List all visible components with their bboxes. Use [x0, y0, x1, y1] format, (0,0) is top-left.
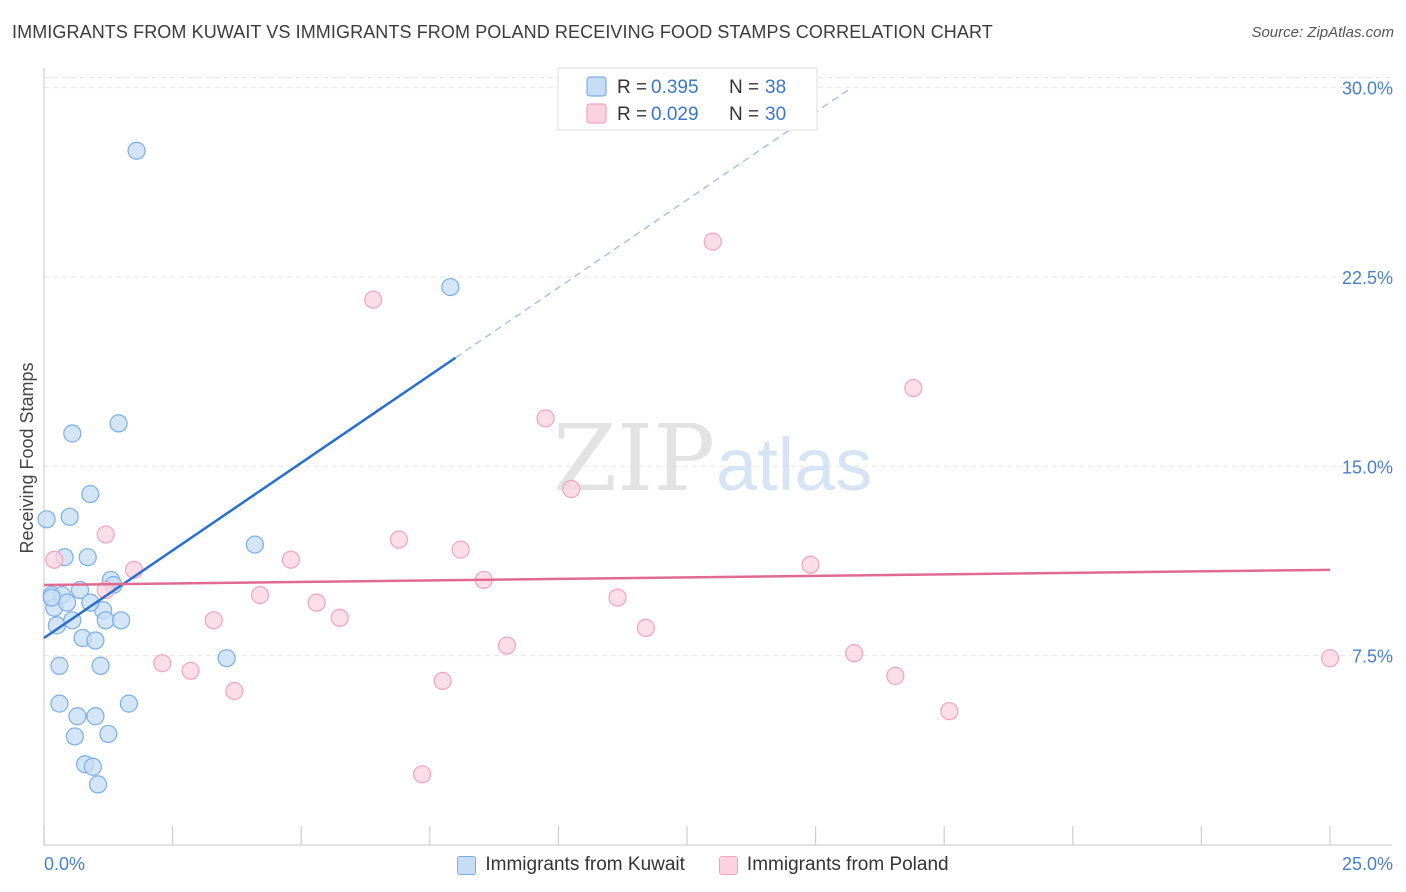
poland-point [845, 644, 864, 663]
x-min-label: 0.0% [44, 854, 85, 874]
legend-n-label: N = [729, 104, 759, 125]
poland-point [412, 765, 432, 784]
y-axis-label: Receiving Food Stamps [17, 362, 37, 553]
kuwait-point [99, 724, 118, 744]
poland-point [433, 671, 452, 691]
kuwait-point [119, 694, 138, 713]
kuwait-point [88, 775, 108, 794]
kuwait-point [58, 593, 77, 612]
kuwait-point [60, 507, 79, 526]
poland-point [904, 378, 923, 398]
trend-lines [43, 87, 1331, 640]
y-tick-label: 30.0% [1342, 79, 1393, 99]
poland-point [181, 661, 200, 680]
y-tick-label: 7.5% [1352, 647, 1393, 667]
kuwait-point [109, 414, 128, 433]
axes [43, 68, 1392, 846]
poland-point [562, 479, 581, 499]
legend-n-poland: 30 [765, 104, 786, 125]
poland-point [364, 290, 383, 309]
y-tick-label: 22.5% [1342, 268, 1393, 288]
legend-label-poland: Immigrants from Poland [746, 854, 949, 875]
chart-source: Source: ZipAtlas.com [1251, 24, 1394, 41]
kuwait-trend-extension [455, 87, 852, 359]
poland-point [281, 550, 301, 569]
legend-swatch-kuwait [586, 76, 607, 97]
poland-trend-line [43, 568, 1331, 587]
kuwait-point [217, 649, 236, 668]
poland-point [636, 618, 655, 637]
legend-label-kuwait: Immigrants from Kuwait [485, 854, 685, 875]
kuwait-point [63, 424, 82, 443]
kuwait-point [86, 631, 105, 650]
poland-point [96, 525, 115, 544]
poland-point [389, 530, 409, 549]
poland-point [1320, 649, 1340, 668]
kuwait-point [81, 593, 100, 612]
poland-point [801, 555, 820, 574]
poland-point [204, 611, 223, 630]
series-legend: Immigrants from Kuwait Immigrants from P… [0, 850, 1406, 880]
kuwait-point [441, 277, 460, 297]
kuwait-point [78, 548, 97, 567]
kuwait-point [68, 707, 87, 726]
poland-point [886, 666, 905, 685]
kuwait-point [50, 694, 69, 713]
kuwait-point [127, 141, 146, 160]
kuwait-point [65, 727, 84, 746]
poland-point [307, 593, 326, 612]
chart-title: IMMIGRANTS FROM KUWAIT VS IMMIGRANTS FRO… [12, 22, 993, 42]
legend-r-label: R = [617, 77, 647, 98]
poland-point [497, 636, 517, 655]
poland-point [153, 654, 172, 673]
poland-point [608, 588, 627, 607]
kuwait-point [96, 611, 115, 630]
y-tick-labels: 7.5% 15.0% 22.5% 30.0% [1342, 79, 1393, 667]
poland-point [45, 550, 64, 569]
poland-point [225, 681, 244, 701]
kuwait-trend-line [43, 356, 457, 640]
poland-point [536, 409, 555, 428]
legend-r-poland: 0.029 [651, 104, 699, 125]
legend-swatch-poland [718, 855, 738, 875]
legend-swatch-poland [586, 103, 607, 124]
poland-point [250, 585, 270, 605]
watermark-zip: ZIP [553, 405, 715, 512]
legend-n-label: N = [729, 77, 759, 98]
grid-lines [44, 77, 1392, 657]
x-max-label: 25.0% [1342, 854, 1393, 874]
legend-n-kuwait: 38 [765, 77, 786, 98]
watermark-atlas: atlas [716, 423, 872, 506]
y-tick-label: 15.0% [1342, 457, 1393, 477]
legend-r-label: R = [617, 104, 647, 125]
kuwait-point [37, 510, 56, 529]
kuwait-point [50, 656, 69, 675]
legend-item-poland[interactable]: Immigrants from Poland [718, 854, 949, 876]
poland-point [451, 540, 470, 559]
legend-item-kuwait[interactable]: Immigrants from Kuwait [457, 854, 685, 876]
legend-swatch-kuwait [457, 855, 477, 875]
kuwait-point [91, 656, 110, 675]
stats-legend: R = 0.395 N = 38 R = 0.029 N = 30 [557, 67, 818, 131]
legend-r-kuwait: 0.395 [651, 77, 699, 98]
kuwait-point [112, 611, 131, 630]
x-ticks [43, 826, 1331, 845]
kuwait-point [81, 484, 100, 504]
poland-point [703, 232, 722, 251]
poland-point [330, 608, 349, 627]
kuwait-point [86, 707, 105, 726]
kuwait-point [42, 588, 61, 607]
kuwait-point [245, 535, 265, 554]
kuwait-point [83, 757, 102, 776]
poland-point [940, 702, 959, 721]
